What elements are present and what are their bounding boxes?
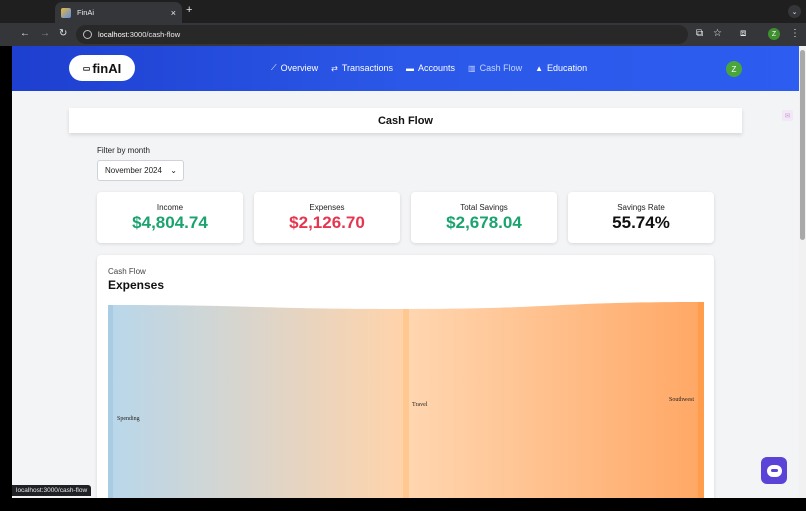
window-bottom-edge — [0, 498, 806, 511]
nav-accounts[interactable]: ▬ Accounts — [406, 63, 455, 73]
nav-overview[interactable]: ⟋ Overview — [271, 63, 318, 73]
page-scrollbar[interactable] — [799, 46, 806, 498]
app-header: ▭ finAI ⟋ Overview ⇄ Transactions ▬ Account… — [12, 46, 799, 91]
sankey-diagram[interactable]: Spending Travel Southwest — [108, 299, 704, 498]
node-label-southwest: Southwest — [669, 397, 694, 403]
chart-line-icon: ⟋ — [271, 63, 277, 72]
stat-label: Expenses — [309, 203, 345, 212]
favicon-icon — [61, 7, 71, 18]
month-select[interactable]: November 2024 ⌄ — [97, 160, 184, 181]
address-bar[interactable]: localhost:3000/cash-flow — [76, 25, 688, 44]
nav-label: Education — [547, 63, 588, 73]
extension-widget-icon[interactable]: ✉ — [782, 110, 793, 121]
browser-profile-avatar[interactable]: Z — [768, 28, 780, 40]
logo-text: finAI — [92, 60, 122, 76]
status-bar-url: localhost:3000/cash-flow — [12, 485, 92, 496]
stat-label: Income — [156, 203, 184, 212]
sankey-link-travel-southwest[interactable] — [409, 302, 698, 498]
graduation-cap-icon: ▲ — [535, 63, 544, 73]
stat-label: Total Savings — [460, 203, 508, 212]
sankey-node-southwest[interactable] — [698, 302, 704, 498]
tab-title: FinAi — [77, 8, 95, 17]
stat-value: $4,804.74 — [132, 213, 208, 232]
forward-icon[interactable]: → — [40, 28, 50, 39]
sankey-node-spending[interactable] — [108, 305, 113, 498]
stat-value: 55.74% — [612, 213, 670, 232]
extensions-icon[interactable]: ⧈ — [740, 28, 747, 39]
tab-search-icon[interactable]: ⌄ — [788, 5, 801, 18]
menu-icon[interactable]: ⋮ — [790, 28, 800, 39]
chat-bubble-icon — [766, 464, 782, 477]
bookmark-star-icon[interactable]: ☆ — [713, 28, 722, 39]
wallet-icon: ▬ — [406, 63, 415, 73]
nav-cash-flow[interactable]: ▥ Cash Flow — [468, 63, 522, 73]
chart-bar-icon: ▥ — [468, 63, 476, 73]
page-title: Cash Flow — [69, 108, 742, 133]
nav-label: Accounts — [418, 63, 456, 73]
page-viewport: ▭ finAI ⟋ Overview ⇄ Transactions ▬ Account… — [12, 46, 799, 498]
filter-label: Filter by month — [97, 146, 150, 155]
reload-icon[interactable]: ↻ — [59, 28, 68, 39]
chevron-down-icon: ⌄ — [170, 166, 177, 175]
nav-label: Overview — [280, 63, 319, 73]
window-edge — [0, 46, 12, 498]
card-icon: ▭ — [82, 63, 91, 73]
stat-card-savings-rate: Savings Rate 55.74% — [568, 192, 714, 243]
browser-toolbar: ← → ↻ localhost:3000/cash-flow ⧉ ☆ ⧈ ⋮ — [0, 23, 806, 46]
stats-row: Income $4,804.74 Expenses $2,126.70 Tota… — [97, 192, 714, 243]
arrows-exchange-icon: ⇄ — [331, 63, 338, 73]
sankey-node-travel[interactable] — [403, 309, 409, 498]
user-avatar[interactable]: Z — [726, 61, 742, 77]
chat-assistant-button[interactable] — [761, 457, 787, 484]
node-label-travel: Travel — [412, 402, 428, 408]
nav-transactions[interactable]: ⇄ Transactions — [331, 63, 393, 73]
back-icon[interactable]: ← — [20, 28, 30, 39]
chart-subtitle: Cash Flow — [108, 267, 146, 276]
stat-card-total-savings: Total Savings $2,678.04 — [411, 192, 557, 243]
tab-close-button[interactable]: × — [170, 7, 176, 18]
scrollbar-thumb[interactable] — [800, 50, 805, 240]
nav-education[interactable]: ▲ Education — [535, 63, 587, 73]
stat-card-expenses: Expenses $2,126.70 — [254, 192, 400, 243]
app-logo[interactable]: ▭ finAI — [69, 55, 135, 81]
stat-value: $2,126.70 — [289, 213, 365, 232]
node-label-spending: Spending — [117, 416, 140, 422]
site-info-icon[interactable] — [83, 30, 92, 39]
stat-card-income: Income $4,804.74 — [97, 192, 243, 243]
stat-label: Savings Rate — [617, 203, 665, 212]
url-text: localhost:3000/cash-flow — [98, 30, 181, 39]
browser-tab[interactable]: FinAi × — [55, 2, 182, 23]
new-tab-button[interactable]: + — [186, 4, 193, 16]
chart-title: Expenses — [108, 278, 165, 292]
cash-flow-chart-card: Cash Flow Expenses S — [97, 255, 714, 498]
cast-icon[interactable]: ⧉ — [696, 28, 704, 39]
month-select-value: November 2024 — [105, 166, 162, 175]
sankey-link-spending-travel[interactable] — [113, 305, 403, 498]
stat-value: $2,678.04 — [446, 213, 522, 232]
main-nav: ⟋ Overview ⇄ Transactions ▬ Accounts ▥ Cash … — [271, 63, 587, 73]
nav-label: Cash Flow — [479, 63, 523, 73]
nav-label: Transactions — [341, 63, 394, 73]
tab-strip: FinAi × + ⌄ — [0, 0, 806, 23]
